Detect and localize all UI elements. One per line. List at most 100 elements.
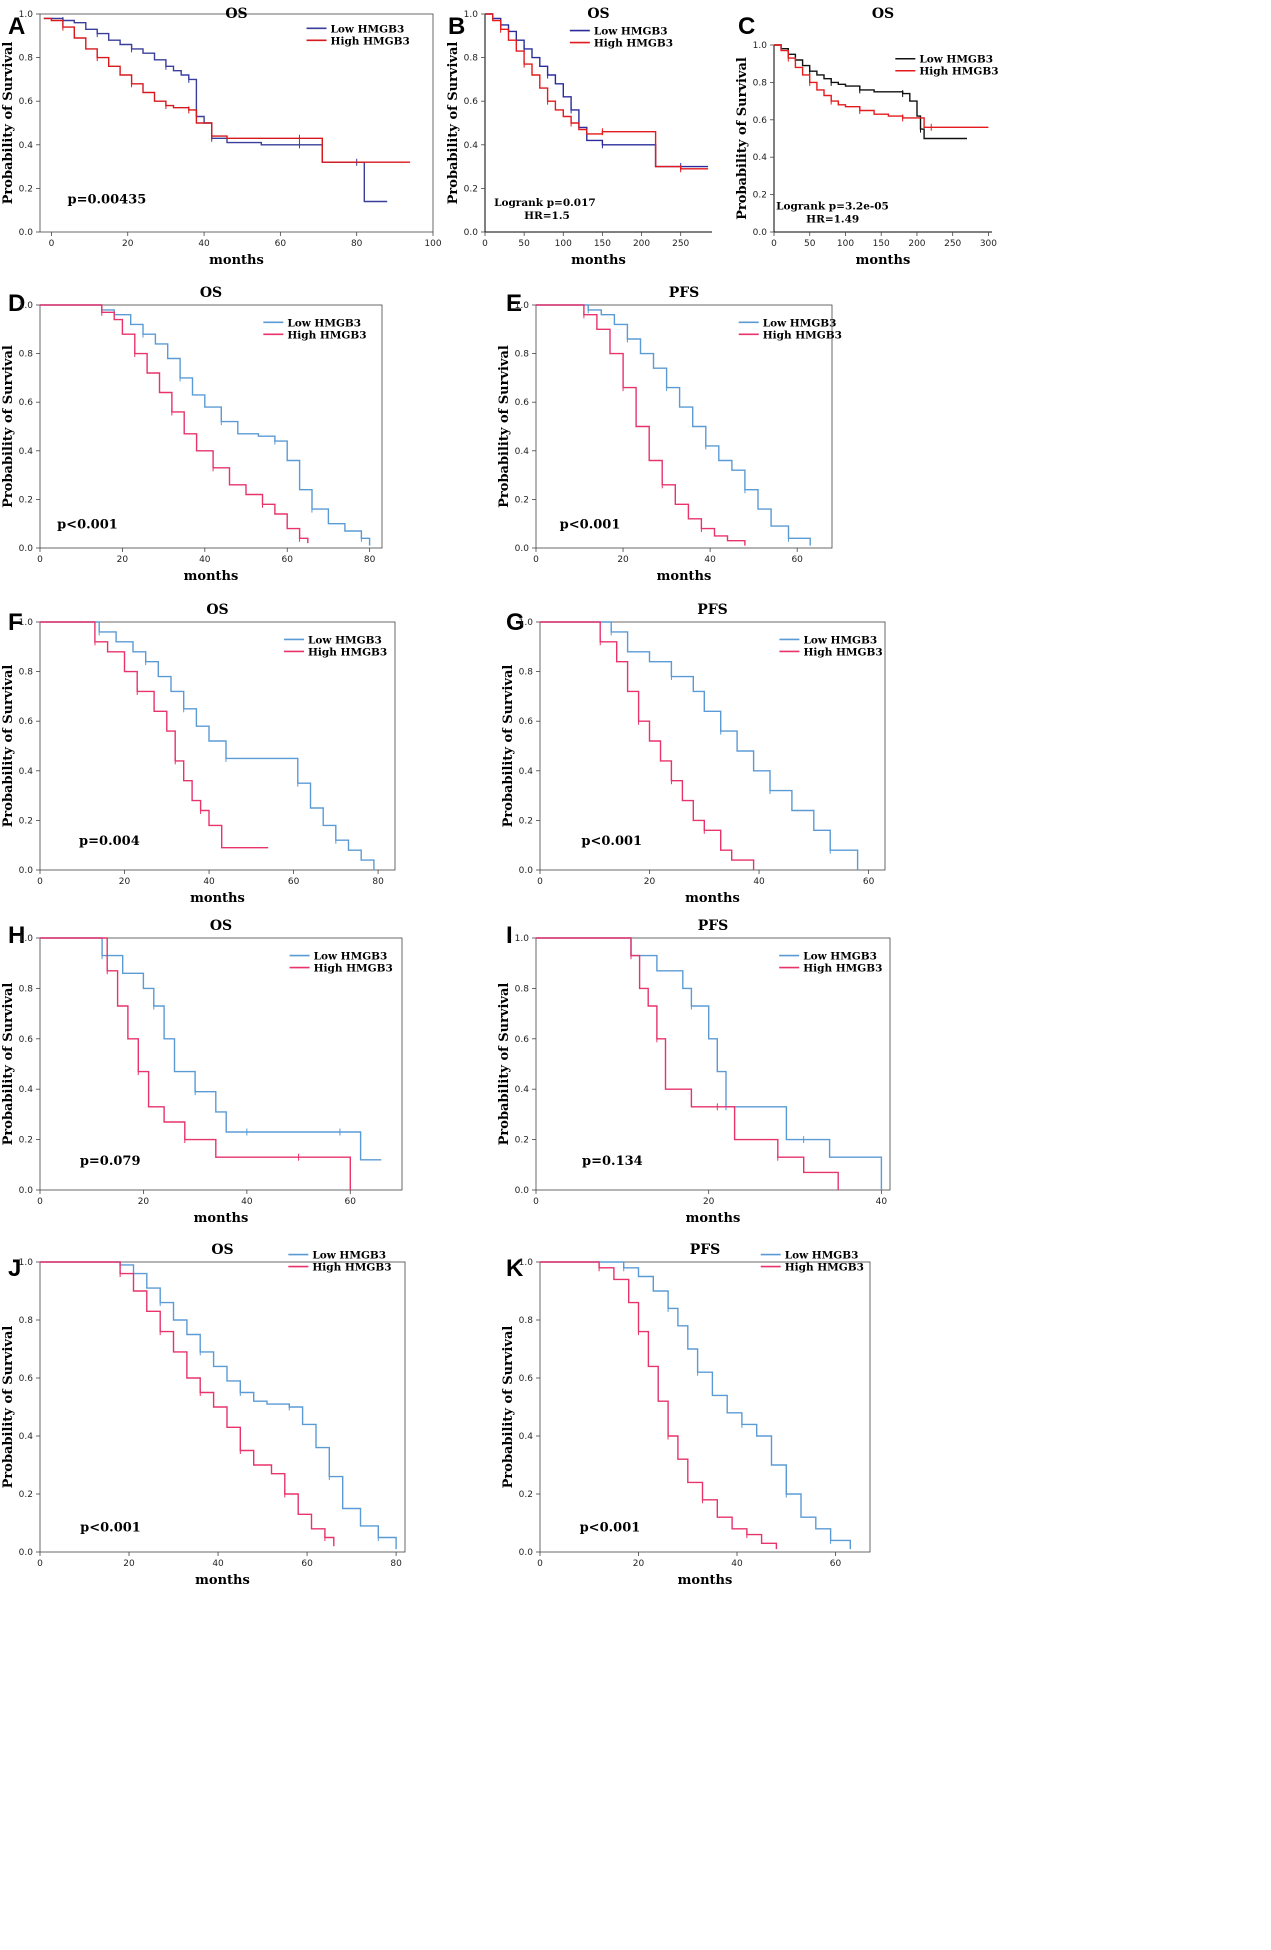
x-tick-label: 20 — [119, 877, 131, 887]
y-tick-label: 0.4 — [19, 1085, 34, 1095]
legend-entry: High HMGB3 — [287, 329, 366, 341]
chart-title: OS — [206, 602, 228, 618]
y-tick-label: 0.4 — [519, 1432, 534, 1442]
series-line-high-hmgb3 — [40, 621, 269, 849]
y-tick-label: 0.6 — [519, 1374, 534, 1384]
y-tick-label: 0.6 — [464, 97, 479, 107]
x-axis-label: months — [190, 891, 245, 906]
x-tick-label: 50 — [804, 239, 816, 249]
y-tick-label: 0.0 — [19, 228, 34, 238]
x-tick-label: 20 — [117, 555, 129, 565]
y-tick-label: 0.2 — [19, 816, 33, 826]
y-tick-label: 0.4 — [464, 141, 479, 151]
x-tick-label: 250 — [672, 239, 689, 249]
y-axis-label: Probability of Survival — [735, 57, 750, 220]
y-tick-label: 0.0 — [515, 544, 530, 554]
y-axis-label: Probability of Survival — [1, 983, 16, 1146]
y-tick-label: 0.2 — [515, 495, 529, 505]
plot-frame — [39, 304, 383, 549]
x-tick-label: 0 — [37, 877, 43, 887]
x-tick-label: 60 — [288, 877, 300, 887]
chart-title: PFS — [697, 602, 728, 618]
y-tick-label: 0.6 — [515, 398, 530, 408]
x-axis-label: months — [685, 891, 740, 906]
panel-H: H OS 0 20 40 60 0.0 0.2 0.4 0.6 0.8 1.0 months Probab… — [1, 918, 403, 1226]
p-value-annotation: Logrank p=0.017 — [494, 197, 596, 209]
legend-entry: Low HMGB3 — [331, 23, 405, 35]
panel-letter: E — [506, 290, 522, 317]
legend-entry: Low HMGB3 — [594, 26, 668, 38]
y-tick-label: 0.2 — [519, 816, 533, 826]
y-tick-label: 0.2 — [19, 1490, 33, 1500]
chart-title: PFS — [698, 918, 729, 934]
y-axis-label: Probability of Survival — [497, 983, 512, 1146]
x-tick-label: 150 — [873, 239, 890, 249]
x-tick-label: 80 — [372, 877, 384, 887]
panel-letter: I — [506, 922, 513, 949]
p-value-annotation: HR=1.49 — [806, 214, 859, 226]
x-tick-label: 0 — [37, 555, 43, 565]
x-tick-label: 0 — [49, 239, 55, 249]
x-tick-label: 100 — [424, 239, 441, 249]
x-tick-label: 80 — [390, 1559, 402, 1569]
series-line-low-hmgb3 — [536, 937, 883, 1190]
y-tick-label: 0.4 — [19, 447, 34, 457]
x-tick-label: 60 — [791, 555, 803, 565]
plot-frame — [535, 304, 833, 549]
y-tick-label: 0.8 — [515, 984, 530, 994]
panel-letter: K — [506, 1255, 524, 1282]
p-value-annotation: p<0.001 — [581, 834, 642, 849]
y-tick-label: 0.0 — [464, 228, 479, 238]
y-tick-label: 0.6 — [19, 398, 34, 408]
panel-letter: A — [8, 13, 25, 40]
p-value-annotation: p<0.001 — [580, 1521, 641, 1536]
x-axis-label: months — [195, 1573, 250, 1588]
y-tick-label: 0.8 — [464, 54, 479, 64]
y-tick-label: 0.2 — [19, 184, 33, 194]
panel-letter: B — [448, 13, 465, 40]
legend-entry: High HMGB3 — [763, 329, 842, 341]
series-line-high-hmgb3 — [774, 44, 989, 128]
y-tick-label: 0.6 — [19, 97, 34, 107]
p-value-annotation: p<0.001 — [57, 518, 118, 533]
legend-entry: Low HMGB3 — [803, 634, 877, 646]
x-tick-label: 40 — [241, 1197, 253, 1207]
p-value-annotation: p=0.00435 — [68, 193, 147, 208]
x-tick-label: 100 — [837, 239, 854, 249]
legend-entry: High HMGB3 — [803, 646, 882, 658]
y-tick-label: 0.4 — [519, 767, 534, 777]
y-tick-label: 0.4 — [19, 141, 34, 151]
x-axis-label: months — [209, 253, 264, 268]
x-tick-label: 20 — [138, 1197, 150, 1207]
x-tick-label: 0 — [533, 555, 539, 565]
series-line-low-hmgb3 — [536, 304, 811, 546]
x-tick-label: 20 — [703, 1197, 715, 1207]
chart-title: OS — [225, 6, 247, 22]
x-tick-label: 0 — [533, 1197, 539, 1207]
x-axis-label: months — [571, 253, 626, 268]
y-tick-label: 1.0 — [19, 10, 34, 20]
panel-D: D OS 0 20 40 60 80 0.0 0.2 0.4 0.6 0.8 1.0 months Prob… — [1, 285, 383, 584]
panel-E: E PFS 0 20 40 60 0.0 0.2 0.4 0.6 0.8 1.0 months Proba… — [497, 285, 842, 584]
p-value-annotation: p=0.004 — [79, 834, 140, 849]
series-line-low-hmgb3 — [774, 44, 967, 140]
panel-letter: G — [506, 609, 525, 636]
x-tick-label: 0 — [37, 1559, 43, 1569]
y-axis-label: Probability of Survival — [1, 42, 16, 205]
plot-frame — [539, 621, 886, 871]
y-tick-label: 0.0 — [519, 866, 534, 876]
x-axis-label: months — [657, 569, 712, 584]
y-tick-label: 1.0 — [753, 41, 768, 51]
legend-entry: Low HMGB3 — [312, 1250, 386, 1262]
panel-C: C OS 0 50 100 150 200 250 300 0.0 0.2 0.4 0.6 0.8 1.0 m… — [735, 6, 999, 268]
panel-I: I PFS 0 20 40 0.0 0.2 0.4 0.6 0.8 1.0 months Probabi… — [497, 918, 891, 1226]
x-tick-label: 20 — [617, 555, 629, 565]
y-tick-label: 1.0 — [464, 10, 479, 20]
x-axis-label: months — [678, 1573, 733, 1588]
y-tick-label: 0.8 — [19, 668, 34, 678]
x-tick-label: 40 — [876, 1197, 888, 1207]
y-tick-label: 0.8 — [753, 78, 768, 88]
series-line-high-hmgb3 — [43, 17, 411, 163]
y-tick-label: 0.8 — [19, 350, 34, 360]
